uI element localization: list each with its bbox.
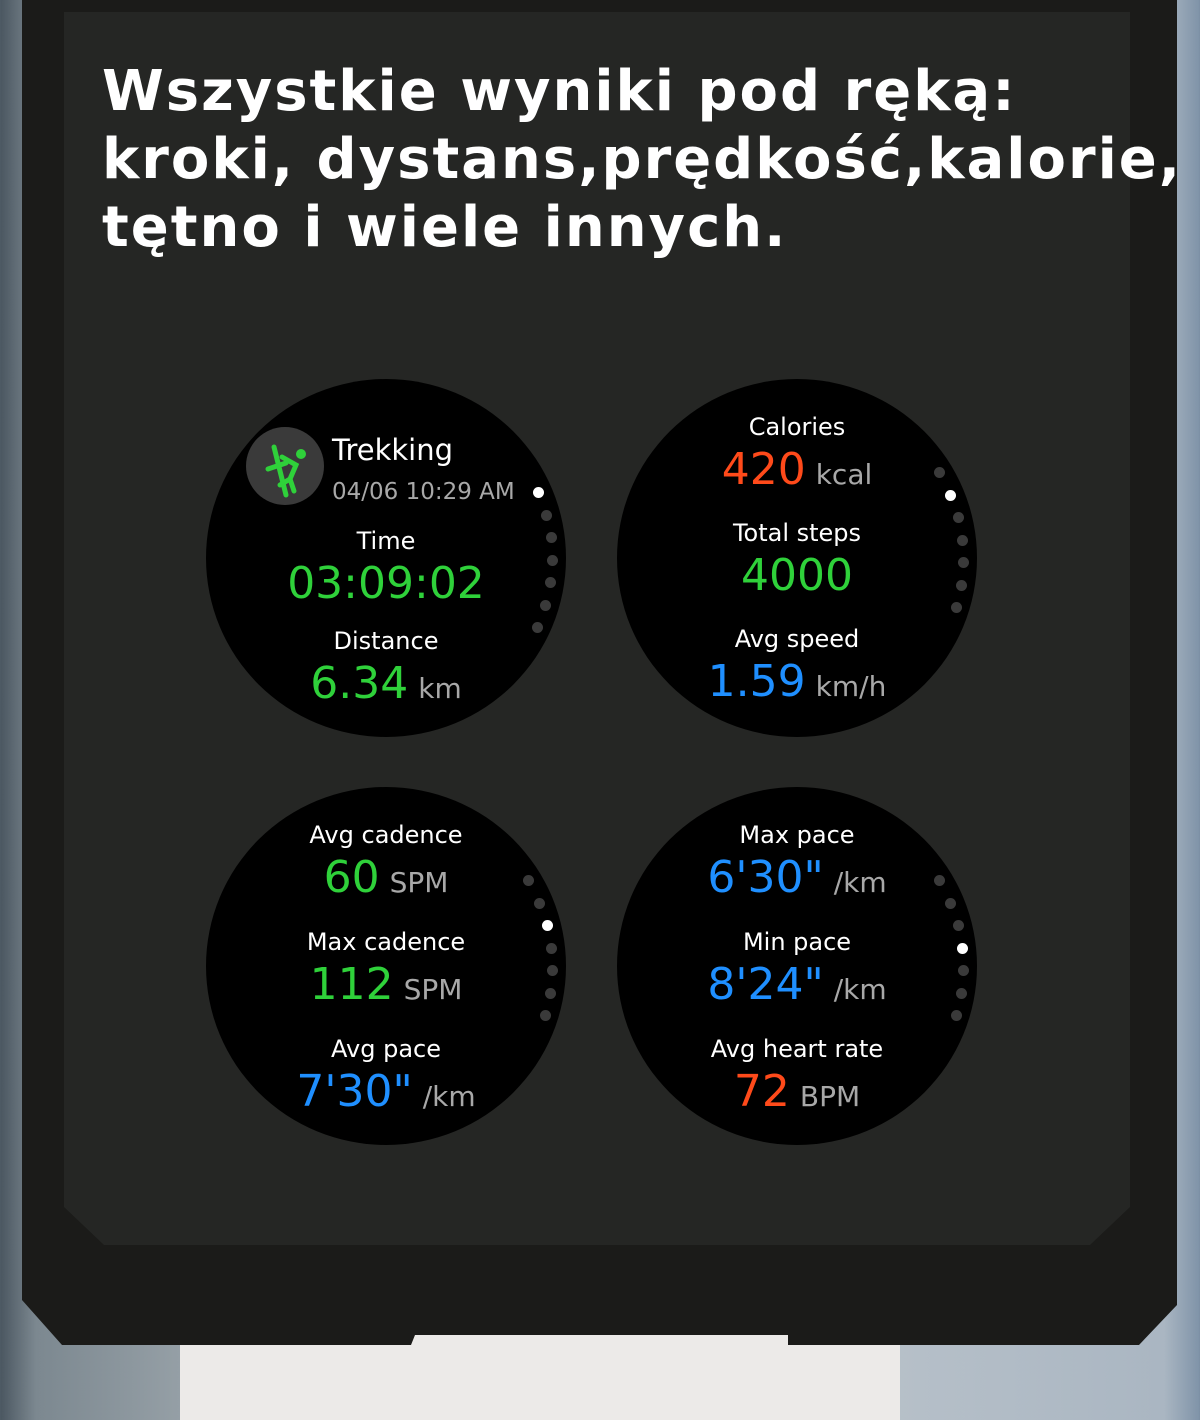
page-indicator-dot[interactable]	[545, 577, 557, 588]
metric-value: 6'30"	[707, 852, 824, 903]
metric-value-row: 60 SPM	[206, 853, 566, 908]
metric-label: Distance	[333, 627, 439, 655]
metric-label: Time	[356, 527, 416, 555]
page-indicator-dot[interactable]	[541, 920, 553, 931]
metric-value: 112	[309, 959, 394, 1010]
metric-value-row: 4000	[617, 551, 977, 601]
page-indicator-dot[interactable]	[539, 1010, 551, 1021]
metric-unit: km	[418, 672, 462, 705]
page-indicator-dot[interactable]	[533, 487, 545, 498]
page-indicator-dot[interactable]	[955, 987, 967, 999]
metric-value: 6.34	[310, 658, 409, 709]
metric-unit: SPM	[403, 973, 463, 1006]
page-indicator-dot[interactable]	[933, 875, 945, 886]
metric-unit: km/h	[815, 670, 887, 703]
metric-unit: kcal	[815, 458, 873, 491]
metric-value-row: 6'30" /km	[617, 853, 977, 908]
watch-screen-cadence-pace: Avg cadence 60 SPM Max cadence 112 SPM Avg pac…	[206, 787, 566, 1145]
page-indicator-dot[interactable]	[933, 467, 945, 478]
metric-value-row: 1.59 km/h	[617, 657, 977, 712]
page-indicator-dot[interactable]	[544, 987, 556, 999]
metric-value-row: 420 kcal	[617, 445, 977, 500]
page-indicator-dot[interactable]	[957, 557, 969, 568]
page-indicator-dot[interactable]	[952, 920, 964, 931]
page-indicator-dot[interactable]	[955, 579, 967, 591]
page-indicator-dot[interactable]	[957, 965, 969, 976]
watch-screen-calories-steps-speed: Calories 420 kcal Total steps 4000 Avg speed 1…	[617, 379, 977, 737]
watch-screen-pace-heart-rate: Max pace 6'30" /km Min pace 8'24" /km Avg hear…	[617, 787, 977, 1145]
page-indicator-dot[interactable]	[522, 875, 534, 886]
metric-value: 72	[733, 1066, 790, 1117]
page-indicator-dot[interactable]	[950, 602, 962, 613]
headline: Wszystkie wyniki pod ręką: kroki, dystan…	[102, 59, 1183, 260]
metric-value: 4000	[741, 550, 853, 601]
metric-value: 03:09:02	[287, 558, 485, 609]
metric-value: 1.59	[707, 656, 806, 707]
metric-unit: /km	[833, 866, 887, 899]
metric-label: Avg pace	[331, 1035, 441, 1063]
page-indicator-dot[interactable]	[956, 534, 968, 546]
page-indicator-dot[interactable]	[531, 622, 543, 633]
page-indicator-dot[interactable]	[545, 532, 557, 543]
page-indicator-dot[interactable]	[546, 554, 558, 566]
page-indicator-dot[interactable]	[950, 1010, 962, 1021]
metric-unit: SPM	[389, 866, 449, 899]
page-indicator-dot[interactable]	[541, 509, 553, 521]
page-indicator-dot[interactable]	[545, 942, 557, 954]
page-indicator-dot[interactable]	[952, 512, 964, 523]
page-indicator-dot[interactable]	[945, 489, 957, 501]
metric-value-row: 6.34 km	[206, 659, 566, 714]
metric-value-row: 7'30" /km	[206, 1067, 566, 1122]
metric-label: Max cadence	[306, 928, 466, 956]
metric-value-row: 72 BPM	[617, 1067, 977, 1122]
metric-value: 8'24"	[707, 959, 824, 1010]
metric-value: 420	[721, 444, 806, 495]
metric-label: Total steps	[732, 519, 862, 547]
metric-value-row: 8'24" /km	[617, 960, 977, 1015]
page-indicator-dot[interactable]	[534, 897, 546, 909]
metric-label: Avg cadence	[309, 821, 463, 849]
activity-name: Trekking	[332, 433, 454, 467]
metric-unit: /km	[833, 973, 887, 1006]
activity-datetime: 04/06 10:29 AM	[332, 479, 515, 505]
metric-label: Max pace	[739, 821, 855, 849]
watch-screen-summary: Trekking 04/06 10:29 AM Time 03:09:02 Dist…	[206, 379, 566, 737]
page-indicator-dot[interactable]	[945, 897, 957, 909]
page-indicator-dot[interactable]	[956, 942, 968, 954]
metric-label: Avg heart rate	[710, 1035, 884, 1063]
metric-value-row: 03:09:02	[206, 559, 566, 609]
metric-label: Calories	[748, 413, 846, 441]
metric-value: 7'30"	[296, 1066, 413, 1117]
page-indicator-dot[interactable]	[540, 599, 552, 611]
trekking-climber-icon	[246, 427, 324, 505]
metric-label: Avg speed	[734, 625, 860, 653]
metric-value: 60	[323, 852, 380, 903]
metric-label: Min pace	[742, 928, 852, 956]
metric-unit: /km	[422, 1080, 476, 1113]
page-indicator-dot[interactable]	[546, 965, 558, 976]
metric-unit: BPM	[799, 1080, 861, 1113]
metric-value-row: 112 SPM	[206, 960, 566, 1015]
